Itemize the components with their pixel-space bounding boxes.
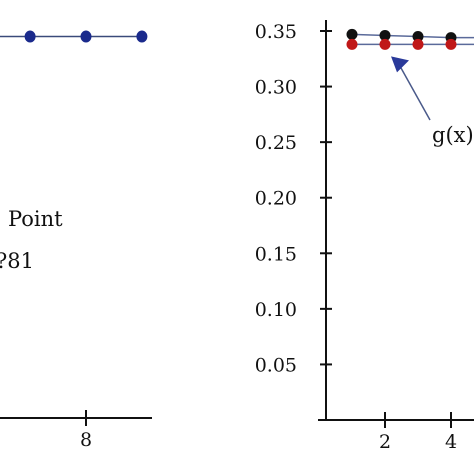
right-data-point [379, 29, 391, 41]
left-data-point [80, 30, 92, 43]
right-y-tick-label: 0.30 [255, 77, 297, 99]
left-series [0, 30, 148, 43]
right-y-tick-label: 0.05 [255, 354, 297, 376]
right-data-point [412, 31, 424, 43]
right-y-tick-label: 0.20 [255, 188, 297, 210]
right-data-point [445, 38, 457, 50]
right-x-tick-label: 4 [445, 431, 457, 453]
right-x-tick-label: 2 [379, 431, 391, 453]
right-series [346, 28, 474, 50]
right-y-tick-label: 0.10 [255, 299, 297, 321]
left-chart: 8 Point ?81 [0, 30, 152, 451]
right-data-point [346, 28, 358, 40]
gx-arrow-line [398, 63, 431, 121]
left-data-point [136, 30, 148, 43]
gx-arrow-head [391, 56, 409, 73]
left-x-tick-label: 8 [80, 429, 92, 451]
right-y-tick-label: 0.25 [255, 132, 297, 154]
right-data-point [379, 38, 391, 50]
right-data-point [412, 38, 424, 50]
left-annotation-value: ?81 [0, 249, 34, 273]
left-annotation-point: Point [8, 207, 63, 231]
right-y-tick-label: 0.15 [255, 243, 297, 265]
right-y-ticks: 0.05 0.10 0.15 0.20 0.25 0.30 0.35 [255, 21, 332, 376]
left-data-point [24, 30, 36, 43]
gx-annotation: g(x) [432, 123, 474, 147]
right-y-tick-label: 0.35 [255, 21, 297, 43]
right-data-point [346, 38, 358, 50]
